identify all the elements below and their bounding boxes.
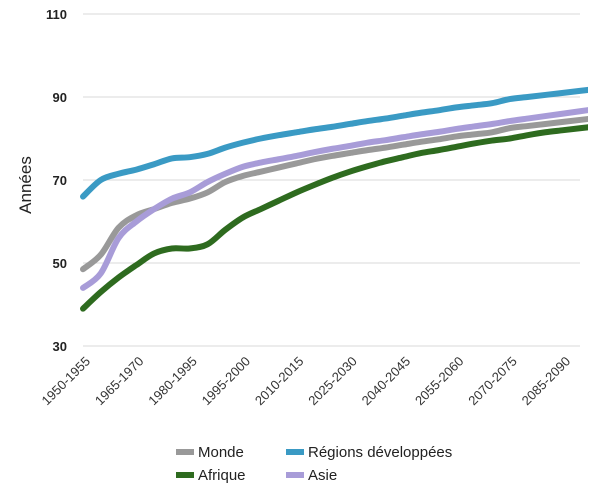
- x-tick-label: 2070-2075: [465, 354, 520, 409]
- x-tick-label: 1980-1995: [145, 354, 200, 409]
- y-axis-label: Années: [16, 156, 35, 214]
- legend-label-afrique: Afrique: [198, 467, 246, 484]
- x-tick-label: 1950-1955: [39, 354, 94, 409]
- x-tick-label: 1995-2000: [199, 354, 254, 409]
- legend: Monde Régions développées Afrique Asie: [176, 444, 452, 484]
- y-tick-label: 110: [46, 7, 67, 22]
- x-axis-ticks: 1950-19551965-19701980-19951995-20002010…: [39, 354, 574, 409]
- series-line-afrique: [80, 124, 588, 312]
- y-tick-label: 50: [53, 256, 67, 271]
- series-line-asie: [80, 107, 588, 291]
- x-tick-label: 2010-2015: [252, 354, 307, 409]
- y-tick-label: 30: [53, 339, 67, 354]
- x-tick-label: 2085-2090: [519, 354, 574, 409]
- series-lines: [80, 86, 588, 312]
- y-axis-ticks: 30 50 70 90 110: [46, 7, 67, 354]
- x-tick-label: 2025-2030: [305, 354, 360, 409]
- y-tick-label: 70: [53, 173, 67, 188]
- legend-label-r-gions-d-velopp-es: Régions développées: [308, 444, 452, 461]
- series-line-r-gions-d-velopp-es: [80, 86, 588, 200]
- x-tick-label: 1965-1970: [92, 354, 147, 409]
- series-line-monde: [80, 115, 588, 273]
- legend-label-monde: Monde: [198, 444, 244, 461]
- x-tick-label: 2055-2060: [412, 354, 467, 409]
- legend-label-asie: Asie: [308, 467, 337, 484]
- x-tick-label: 2040-2045: [359, 354, 414, 409]
- y-tick-label: 90: [53, 90, 67, 105]
